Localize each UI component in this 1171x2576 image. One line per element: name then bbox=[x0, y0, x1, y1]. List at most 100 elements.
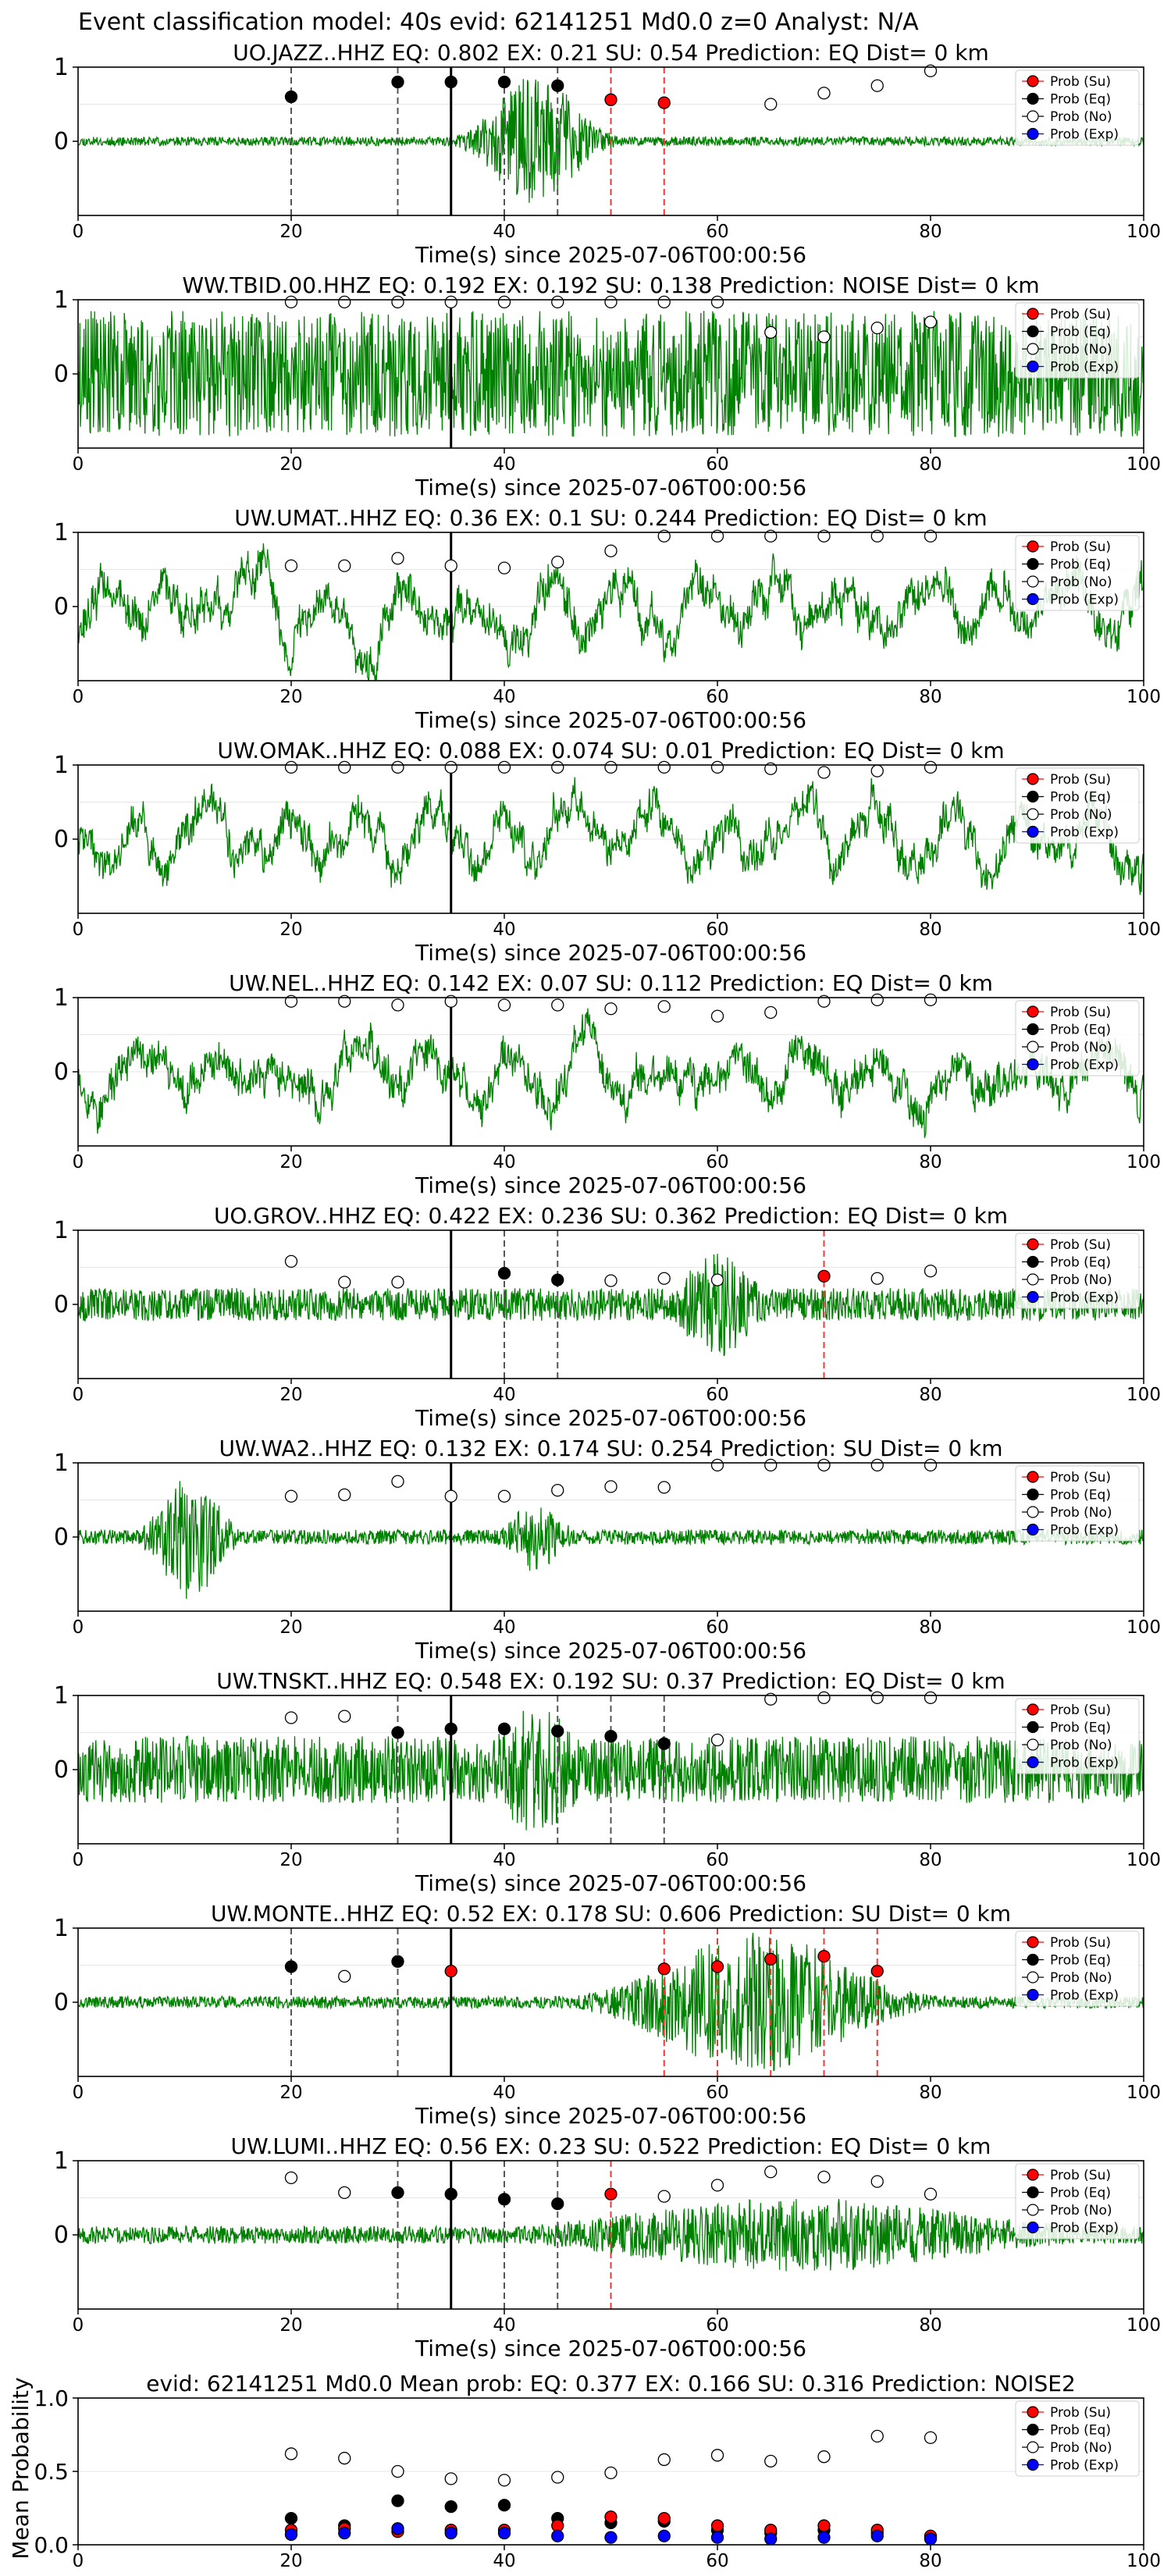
x-tick-label: 40 bbox=[493, 920, 515, 940]
panel-title: UW.MONTE..HHZ EQ: 0.52 EX: 0.178 SU: 0.6… bbox=[211, 1901, 1011, 1927]
legend-marker-exp bbox=[1027, 592, 1039, 606]
x-tick-label: 40 bbox=[493, 1152, 515, 1172]
legend-marker-su bbox=[1027, 1005, 1039, 1018]
x-tick-label: 100 bbox=[1127, 1850, 1161, 1870]
prob-no-marker bbox=[604, 1274, 618, 1287]
legend-marker-eq bbox=[1027, 92, 1039, 105]
prob-no-marker bbox=[391, 2464, 404, 2478]
legend-marker-no bbox=[1027, 110, 1039, 123]
x-tick-label: 20 bbox=[279, 2315, 302, 2336]
x-tick-label: 80 bbox=[919, 920, 941, 940]
legend-marker-no bbox=[1027, 1738, 1039, 1751]
legend-marker-exp bbox=[1027, 2221, 1039, 2234]
x-tick-label: 100 bbox=[1127, 920, 1161, 940]
legend-marker-no bbox=[1027, 2441, 1039, 2453]
legend-label-exp: Prob (Exp) bbox=[1050, 2221, 1119, 2236]
legend-label-exp: Prob (Exp) bbox=[1050, 1523, 1119, 1539]
panel-9: UW.MONTE..HHZ EQ: 0.52 EX: 0.178 SU: 0.6… bbox=[54, 1901, 1161, 2129]
x-axis-label: Time(s) since 2025-07-06T00:00:56 bbox=[415, 940, 806, 966]
prob-exp-marker bbox=[391, 2522, 404, 2535]
x-tick-label: 80 bbox=[919, 2315, 941, 2336]
panel-title: evid: 62141251 Md0.0 Mean prob: EQ: 0.37… bbox=[146, 2371, 1076, 2396]
legend-label-su: Prob (Su) bbox=[1050, 1703, 1111, 1718]
prob-no-marker bbox=[870, 764, 884, 777]
prob-no-marker bbox=[817, 2450, 831, 2464]
legend-label-su: Prob (Su) bbox=[1050, 74, 1111, 90]
prob-eq-marker bbox=[551, 2197, 564, 2211]
legend-label-exp: Prob (Exp) bbox=[1050, 592, 1119, 608]
prob-eq-marker bbox=[391, 75, 404, 89]
prob-no-marker bbox=[710, 1733, 724, 1747]
legend: Prob (Su)Prob (Eq)Prob (No)Prob (Exp) bbox=[1015, 69, 1140, 146]
prob-no-marker bbox=[338, 1969, 351, 1983]
legend-label-eq: Prob (Eq) bbox=[1050, 1953, 1111, 1969]
prob-eq-marker bbox=[551, 79, 564, 92]
panel-title: WW.TBID.00.HHZ EQ: 0.192 EX: 0.192 SU: 0… bbox=[182, 272, 1039, 298]
prob-no-marker bbox=[338, 760, 351, 774]
prob-no-marker bbox=[657, 529, 671, 543]
prob-no-marker bbox=[870, 2175, 884, 2188]
prob-no-marker bbox=[391, 552, 404, 565]
y-tick-label: 0 bbox=[54, 593, 69, 621]
legend-label-exp: Prob (Exp) bbox=[1050, 825, 1119, 841]
prob-no-marker bbox=[817, 2170, 831, 2184]
prob-no-marker bbox=[924, 2187, 938, 2201]
prob-eq-marker bbox=[497, 75, 511, 89]
prob-no-marker bbox=[338, 1276, 351, 1289]
prob-exp-marker bbox=[710, 2531, 724, 2544]
legend-marker-exp bbox=[1027, 360, 1039, 373]
prob-no-marker bbox=[338, 1710, 351, 1723]
figure-suptitle: Event classification model: 40s evid: 62… bbox=[78, 9, 919, 36]
legend-label-exp: Prob (Exp) bbox=[1050, 2458, 1119, 2474]
prob-no-marker bbox=[497, 998, 511, 1012]
x-tick-label: 60 bbox=[706, 687, 728, 707]
x-tick-label: 60 bbox=[706, 2083, 728, 2103]
prob-no-marker bbox=[284, 1489, 298, 1503]
prob-no-marker bbox=[870, 321, 884, 335]
x-tick-label: 60 bbox=[706, 1850, 728, 1870]
prob-no-marker bbox=[338, 2451, 351, 2465]
prob-no-marker bbox=[284, 760, 298, 774]
legend-label-no: Prob (No) bbox=[1050, 1272, 1112, 1288]
prob-su-marker bbox=[870, 1964, 884, 1978]
panel-8: UW.TNSKT..HHZ EQ: 0.548 EX: 0.192 SU: 0.… bbox=[54, 1668, 1161, 1896]
legend-label-eq: Prob (Eq) bbox=[1050, 1023, 1111, 1038]
x-tick-label: 80 bbox=[919, 1152, 941, 1172]
legend: Prob (Su)Prob (Eq)Prob (No)Prob (Exp) bbox=[1015, 1000, 1140, 1076]
x-tick-label: 80 bbox=[919, 2551, 941, 2571]
prob-no-marker bbox=[924, 1458, 938, 1471]
prob-su-marker bbox=[710, 2519, 724, 2532]
prob-exp-marker bbox=[551, 2529, 564, 2542]
x-tick-label: 80 bbox=[919, 1850, 941, 1870]
panel-11: evid: 62141251 Md0.0 Mean prob: EQ: 0.37… bbox=[8, 2371, 1161, 2571]
panel-title: UW.WA2..HHZ EQ: 0.132 EX: 0.174 SU: 0.25… bbox=[219, 1436, 1002, 1461]
prob-su-marker bbox=[444, 1964, 457, 1978]
legend: Prob (Su)Prob (Eq)Prob (No)Prob (Exp) bbox=[1015, 2400, 1140, 2477]
prob-no-marker bbox=[764, 762, 778, 775]
prob-no-marker bbox=[338, 295, 351, 309]
prob-no-marker bbox=[284, 2171, 298, 2185]
legend-marker-eq bbox=[1027, 2186, 1039, 2199]
prob-su-marker bbox=[604, 2187, 618, 2201]
prob-no-marker bbox=[924, 760, 938, 774]
legend-marker-su bbox=[1027, 1703, 1039, 1716]
panel-6: UO.GROV..HHZ EQ: 0.422 EX: 0.236 SU: 0.3… bbox=[54, 1203, 1161, 1431]
panel-4: UW.OMAK..HHZ EQ: 0.088 EX: 0.074 SU: 0.0… bbox=[54, 738, 1161, 966]
x-tick-label: 40 bbox=[493, 2315, 515, 2336]
legend-marker-exp bbox=[1027, 1523, 1039, 1536]
y-tick-label: 0 bbox=[54, 1059, 69, 1086]
prob-no-marker bbox=[284, 994, 298, 1008]
x-tick-label: 40 bbox=[493, 1617, 515, 1638]
legend-label-no: Prob (No) bbox=[1050, 2203, 1112, 2218]
prob-no-marker bbox=[710, 2449, 724, 2462]
legend-marker-su bbox=[1027, 1471, 1039, 1483]
prob-su-marker bbox=[817, 1949, 831, 1963]
legend-box bbox=[1015, 2163, 1140, 2240]
x-axis-label: Time(s) since 2025-07-06T00:00:56 bbox=[415, 707, 806, 733]
legend-label-su: Prob (Su) bbox=[1050, 1935, 1111, 1951]
legend-label-exp: Prob (Exp) bbox=[1050, 1988, 1119, 2004]
prob-no-marker bbox=[657, 760, 671, 774]
legend-label-eq: Prob (Eq) bbox=[1050, 2423, 1111, 2439]
prob-no-marker bbox=[497, 760, 511, 774]
prob-no-marker bbox=[444, 295, 457, 309]
